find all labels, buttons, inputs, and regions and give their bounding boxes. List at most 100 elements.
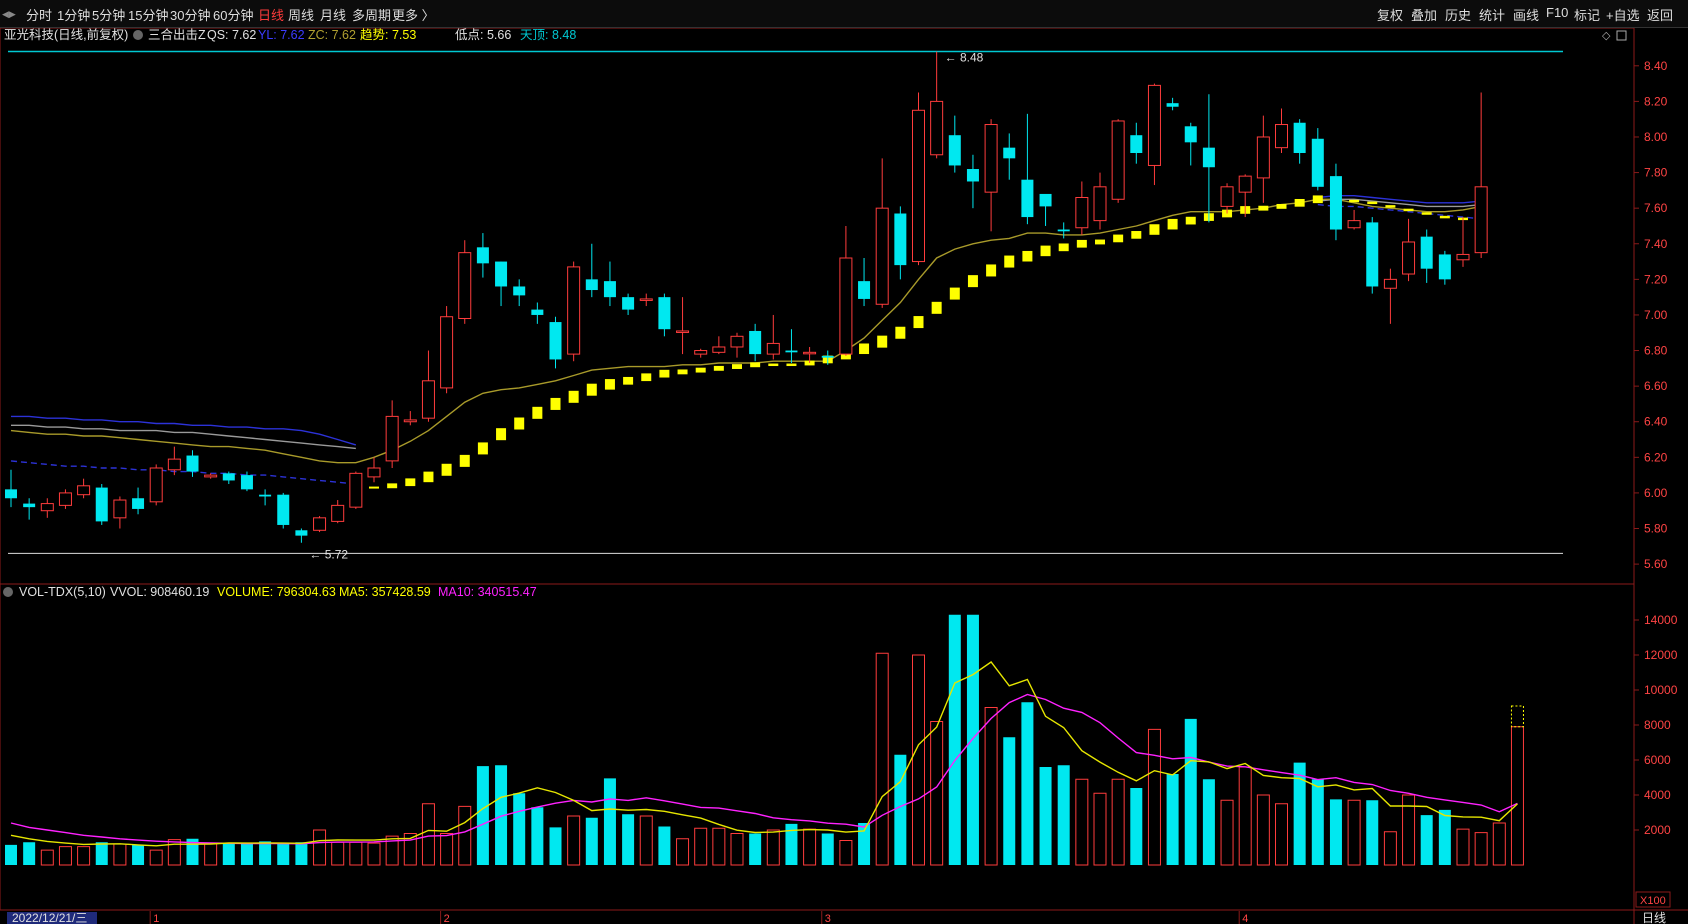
volume-bar xyxy=(1456,828,1470,866)
candle-body xyxy=(1075,196,1089,229)
month-label: 4 xyxy=(1242,913,1248,924)
volume-bar xyxy=(531,807,544,865)
period-tab-多周期[interactable]: 多周期 xyxy=(352,8,392,23)
period-tab-5分钟[interactable]: 5分钟 xyxy=(92,8,126,23)
price-axis-label: 8.00 xyxy=(1644,130,1668,144)
trend-block xyxy=(405,478,416,487)
volume-bar xyxy=(40,849,54,866)
trend-block xyxy=(1185,216,1196,225)
history-button[interactable]: 历史 xyxy=(1445,8,1472,23)
panel-settings-icon[interactable]: ◇ xyxy=(1602,30,1611,42)
ma-grey-line xyxy=(1317,198,1482,208)
trend-block xyxy=(604,379,615,390)
candle-body xyxy=(785,350,798,353)
trend-block xyxy=(786,363,797,367)
trend-block xyxy=(1312,195,1323,204)
candle-body xyxy=(1329,176,1342,230)
volume-bar xyxy=(77,846,91,866)
panel-maximize-icon[interactable] xyxy=(1616,30,1627,41)
period-tab-分时[interactable]: 分时 xyxy=(26,8,53,23)
statistics-button[interactable]: 统计 xyxy=(1479,8,1506,23)
restore-rights-button[interactable]: 复权 xyxy=(1377,8,1404,23)
back-button[interactable]: 返回 xyxy=(1647,8,1674,23)
candle-body xyxy=(622,297,635,310)
candle-body xyxy=(167,458,181,471)
candle-body xyxy=(1366,222,1379,287)
overlay-button[interactable]: 叠加 xyxy=(1411,8,1438,23)
candle-body xyxy=(259,494,272,497)
vol-ma5-line xyxy=(10,661,1518,847)
volume-bar xyxy=(5,844,17,865)
volume-axis: 14000 12000 10000 8000 6000 4000 2000 xyxy=(1634,613,1678,837)
volume-ma-lines xyxy=(10,661,1518,847)
trend-block xyxy=(713,365,724,371)
volume-bar xyxy=(730,833,744,866)
indicator-toggle-icon[interactable] xyxy=(133,30,143,40)
date-cursor-box xyxy=(7,912,97,924)
candle-body xyxy=(1130,135,1143,153)
volume-bar xyxy=(167,839,181,866)
volume-bar xyxy=(186,838,199,865)
volume-bar xyxy=(476,766,489,865)
price-axis-label: 7.80 xyxy=(1644,166,1668,180)
trend-block xyxy=(586,383,597,396)
candle-body xyxy=(1275,124,1288,149)
volume-bar xyxy=(331,841,345,866)
candle-body xyxy=(749,330,762,355)
trend-block xyxy=(913,316,924,329)
annotations: ← 8.48 ← 5.72 xyxy=(309,51,983,562)
trend-block xyxy=(967,275,978,288)
price-header: 亚光科技(日线,前复权) 三合出击Z QS: 7.62 YL: 7.62 ZC:… xyxy=(4,28,1627,42)
period-tab-月线[interactable]: 月线 xyxy=(320,8,347,23)
stock-chart[interactable]: 亚光科技(日线,前复权) 三合出击Z QS: 7.62 YL: 7.62 ZC:… xyxy=(0,28,1688,924)
price-axis-label: 6.00 xyxy=(1644,486,1668,500)
period-tab-周线[interactable]: 周线 xyxy=(288,8,315,23)
volume-bar xyxy=(1510,726,1524,866)
candle-body xyxy=(1003,147,1016,159)
volume-bar xyxy=(622,814,635,865)
candle-body xyxy=(513,286,526,296)
candle-body xyxy=(549,322,562,360)
volume-bar xyxy=(1147,728,1161,866)
period-tab-日线[interactable]: 日线 xyxy=(258,8,285,23)
trend-block xyxy=(514,417,525,430)
trend-block xyxy=(768,363,779,367)
candle-body xyxy=(1383,278,1397,289)
price-axis-label: 6.60 xyxy=(1644,379,1668,393)
volume-bar xyxy=(912,654,925,866)
volume-toggle-icon[interactable] xyxy=(3,587,13,597)
draw-line-button[interactable]: 画线 xyxy=(1513,8,1540,23)
f10-button[interactable]: F10 xyxy=(1546,5,1569,20)
candle-body xyxy=(1184,126,1197,143)
toolbar-menu-icon[interactable]: ◀▶ xyxy=(2,9,16,19)
volume-bar xyxy=(149,849,163,866)
volume-bar xyxy=(1130,788,1143,865)
trend-block xyxy=(369,486,379,489)
candle-body xyxy=(277,494,290,525)
trend-block xyxy=(1421,212,1432,215)
candle-body xyxy=(1220,186,1234,207)
period-tab-15分钟[interactable]: 15分钟 xyxy=(128,8,169,23)
period-tab-more[interactable]: 更多 〉 xyxy=(392,8,435,23)
ma-blue-line xyxy=(11,415,357,446)
volume-bar xyxy=(113,843,127,866)
trend-block xyxy=(1149,224,1160,235)
volume-bar xyxy=(1111,778,1125,866)
volume-bar xyxy=(1075,778,1089,866)
candle-body xyxy=(476,247,489,264)
candle-body xyxy=(458,252,472,320)
mark-button[interactable]: 标记 xyxy=(1574,8,1601,23)
candle-body xyxy=(531,309,544,315)
trend-block xyxy=(1403,208,1414,212)
volume-bar xyxy=(603,778,616,865)
period-tab-60分钟[interactable]: 60分钟 xyxy=(213,8,254,23)
trend-block xyxy=(949,287,960,300)
volume-bar xyxy=(259,841,272,865)
add-favorite-button[interactable]: +自选 xyxy=(1606,8,1640,23)
period-tab-1分钟[interactable]: 1分钟 xyxy=(57,8,91,23)
candle-body xyxy=(658,297,671,330)
volume-value: VOLUME: 796304.63 xyxy=(217,585,336,599)
trend-block xyxy=(732,364,742,369)
volume-indicator-name: VOL-TDX(5,10) xyxy=(19,585,106,599)
period-tab-30分钟[interactable]: 30分钟 xyxy=(170,8,211,23)
